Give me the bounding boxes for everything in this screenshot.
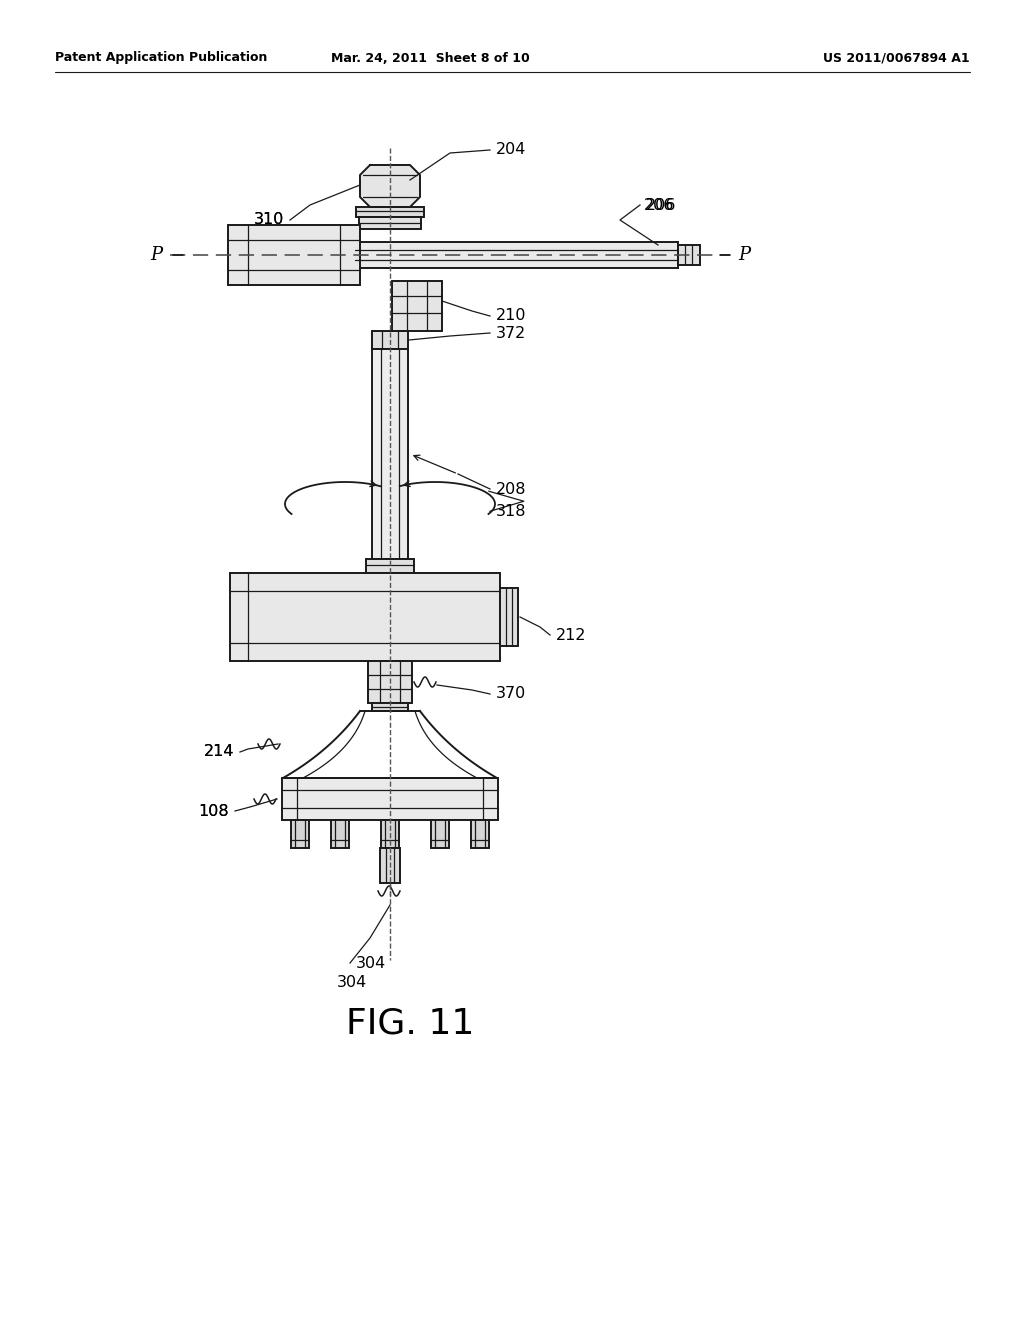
Text: 206: 206 (644, 198, 675, 213)
Bar (471, 820, 489, 847)
Text: 210: 210 (496, 309, 526, 323)
Text: 208: 208 (496, 482, 526, 496)
Bar (228, 224, 360, 285)
Bar (381, 820, 399, 847)
Bar (431, 820, 449, 847)
Bar (392, 281, 442, 331)
Text: 304: 304 (356, 956, 386, 970)
Text: FIG. 11: FIG. 11 (346, 1006, 474, 1040)
Bar (356, 207, 424, 216)
Bar (678, 246, 700, 265)
Text: 370: 370 (496, 686, 526, 701)
Bar (380, 847, 400, 883)
Bar (282, 777, 498, 820)
Bar (359, 216, 421, 228)
Text: 310: 310 (254, 213, 284, 227)
Text: 108: 108 (199, 804, 229, 818)
Text: US 2011/0067894 A1: US 2011/0067894 A1 (823, 51, 970, 65)
Text: P: P (738, 246, 751, 264)
Bar (331, 820, 349, 847)
Text: 204: 204 (496, 143, 526, 157)
Text: Patent Application Publication: Patent Application Publication (55, 51, 267, 65)
Text: 206: 206 (646, 198, 677, 213)
Polygon shape (360, 165, 420, 207)
Text: 214: 214 (204, 744, 234, 759)
Bar (372, 331, 408, 348)
Bar (230, 573, 500, 661)
Text: Mar. 24, 2011  Sheet 8 of 10: Mar. 24, 2011 Sheet 8 of 10 (331, 51, 529, 65)
Text: 310: 310 (254, 213, 284, 227)
Bar (372, 704, 408, 711)
Text: 212: 212 (556, 627, 587, 643)
Bar (372, 348, 408, 558)
Text: 108: 108 (199, 804, 229, 818)
Bar (291, 820, 309, 847)
Text: 318: 318 (496, 504, 526, 519)
Text: P: P (150, 246, 162, 264)
Text: 304: 304 (337, 975, 368, 990)
Text: 214: 214 (204, 744, 234, 759)
Bar (366, 558, 414, 573)
Bar (368, 661, 412, 704)
Bar (500, 587, 518, 645)
Bar (355, 242, 678, 268)
Text: 372: 372 (496, 326, 526, 341)
